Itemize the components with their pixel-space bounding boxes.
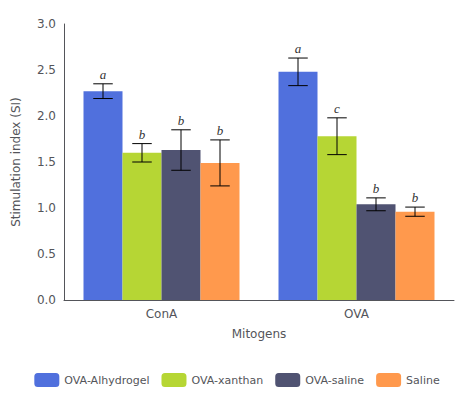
svg-text:b: b [139,127,146,142]
svg-text:3.0: 3.0 [37,17,56,31]
svg-text:0.0: 0.0 [37,293,56,307]
svg-text:c: c [334,101,340,116]
svg-text:b: b [217,123,224,138]
svg-text:OVA-saline: OVA-saline [305,374,364,387]
svg-text:b: b [412,190,419,205]
svg-text:1.5: 1.5 [37,155,56,169]
svg-text:0.5: 0.5 [37,247,56,261]
svg-text:1.0: 1.0 [37,201,56,215]
svg-text:2.5: 2.5 [37,63,56,77]
svg-text:OVA-xanthan: OVA-xanthan [191,374,263,387]
svg-text:Mitogens: Mitogens [232,327,287,341]
svg-text:ConA: ConA [146,307,178,321]
svg-text:a: a [100,67,107,82]
svg-text:b: b [373,181,380,196]
svg-text:b: b [178,113,185,128]
svg-text:a: a [295,41,302,56]
svg-text:OVA-Alhydrogel: OVA-Alhydrogel [64,374,149,387]
svg-text:2.0: 2.0 [37,109,56,123]
svg-text:Saline: Saline [406,374,440,387]
svg-text:Stimulation index (SI): Stimulation index (SI) [9,97,23,227]
svg-text:OVA: OVA [344,307,370,321]
